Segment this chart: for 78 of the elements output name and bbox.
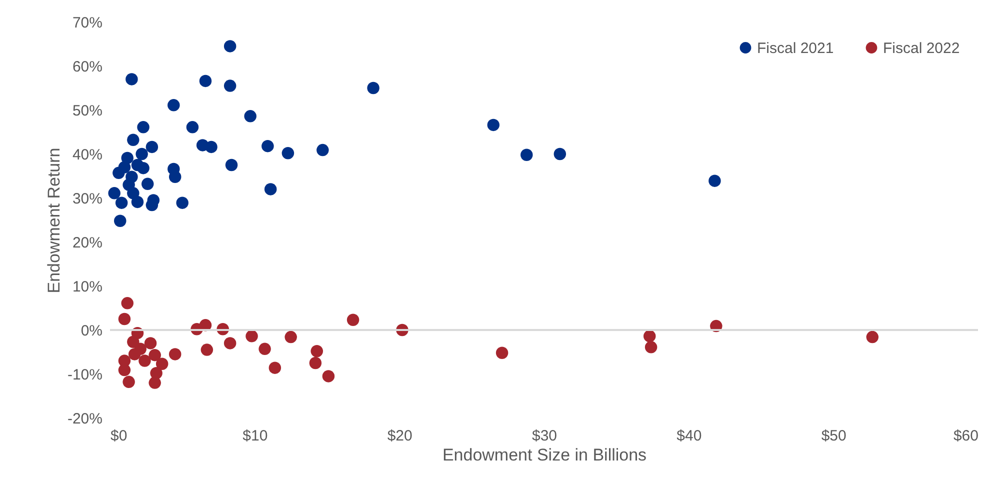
point (346, 314, 360, 326)
y-tick-label: -20% (67, 410, 102, 428)
point (118, 312, 131, 326)
point (205, 140, 218, 154)
point (137, 121, 150, 134)
point (284, 330, 297, 344)
point (309, 356, 322, 370)
y-tick-label: 0% (80, 322, 102, 340)
point (246, 330, 258, 342)
point (156, 358, 168, 370)
x-tick-label: $20 (387, 428, 412, 444)
y-tick-label: 20% (72, 234, 102, 252)
point (554, 148, 566, 160)
point (138, 354, 151, 367)
point (258, 342, 271, 356)
legend-label: Fiscal 2021 (757, 40, 834, 57)
point (224, 337, 236, 350)
point (121, 297, 134, 310)
point (127, 336, 140, 348)
y-tick-label: 40% (72, 146, 102, 164)
point (186, 121, 199, 134)
point (122, 178, 135, 191)
point (496, 346, 508, 359)
point (199, 74, 212, 88)
point (144, 337, 157, 350)
x-tick-label: $0 (110, 428, 128, 444)
point (310, 345, 323, 358)
x-tick-label: $60 (953, 428, 978, 444)
point (141, 178, 154, 190)
point (118, 161, 131, 174)
point (244, 110, 256, 122)
point (122, 376, 135, 388)
point (136, 148, 148, 160)
x-axis-title: Endowment Size in Billions (442, 446, 647, 464)
y-tick-label: 30% (72, 190, 102, 208)
legend-label: Fiscal 2022 (883, 40, 960, 57)
point (224, 40, 236, 52)
x-tick-label: $40 (676, 428, 702, 444)
point (262, 140, 274, 152)
point (487, 118, 500, 132)
point (114, 214, 126, 227)
x-tick-label: $30 (532, 428, 558, 444)
point (168, 170, 182, 183)
point (115, 196, 128, 209)
y-tick-label: 70% (72, 14, 102, 32)
y-tick-label: -10% (67, 366, 102, 384)
point (168, 348, 182, 360)
point (644, 341, 658, 354)
point (148, 376, 161, 389)
point (127, 134, 140, 146)
point (282, 147, 294, 160)
point (264, 183, 277, 196)
point (224, 80, 236, 92)
point (225, 158, 238, 172)
point (866, 330, 879, 344)
point (134, 342, 147, 356)
point (146, 140, 158, 154)
point (316, 144, 329, 156)
point (643, 330, 656, 342)
point (126, 73, 138, 86)
point (148, 348, 161, 362)
point (176, 196, 188, 209)
y-tick-label: 10% (72, 278, 102, 296)
y-axis-title: Endowment Return (44, 148, 64, 294)
x-tick-label: $50 (821, 428, 846, 444)
point (520, 148, 533, 161)
point (322, 370, 335, 382)
point (367, 82, 380, 94)
point (708, 174, 721, 187)
y-tick-label: 60% (72, 58, 102, 76)
x-tick-label: $10 (242, 428, 268, 444)
point (131, 196, 144, 208)
y-tick-label: 50% (72, 102, 102, 120)
point (168, 99, 180, 112)
point (131, 158, 144, 172)
point (268, 362, 282, 374)
point (200, 344, 214, 356)
point (108, 187, 120, 200)
